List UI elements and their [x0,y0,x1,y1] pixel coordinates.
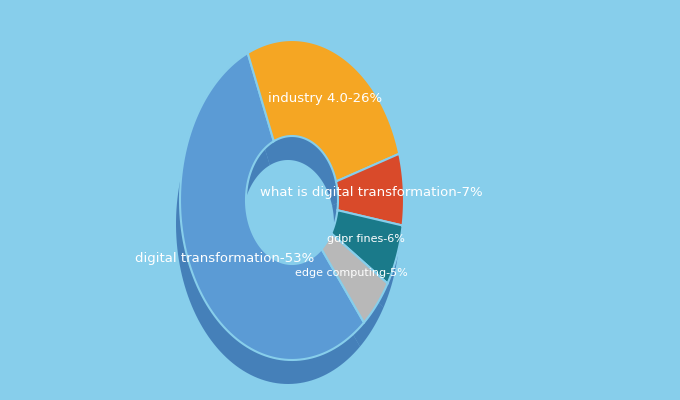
Polygon shape [322,233,388,322]
Text: edge computing-5%: edge computing-5% [296,268,408,278]
Polygon shape [332,178,400,250]
Polygon shape [243,64,395,206]
Polygon shape [180,53,364,360]
Polygon shape [248,40,399,182]
Text: gdpr fines-6%: gdpr fines-6% [327,234,405,244]
Text: digital transformation-53%: digital transformation-53% [135,252,314,265]
Polygon shape [318,257,384,346]
Polygon shape [331,210,403,284]
Text: industry 4.0-26%: industry 4.0-26% [268,92,382,105]
Text: what is digital transformation-7%: what is digital transformation-7% [260,186,482,199]
Polygon shape [176,77,360,384]
Polygon shape [336,154,404,226]
Polygon shape [327,234,398,308]
